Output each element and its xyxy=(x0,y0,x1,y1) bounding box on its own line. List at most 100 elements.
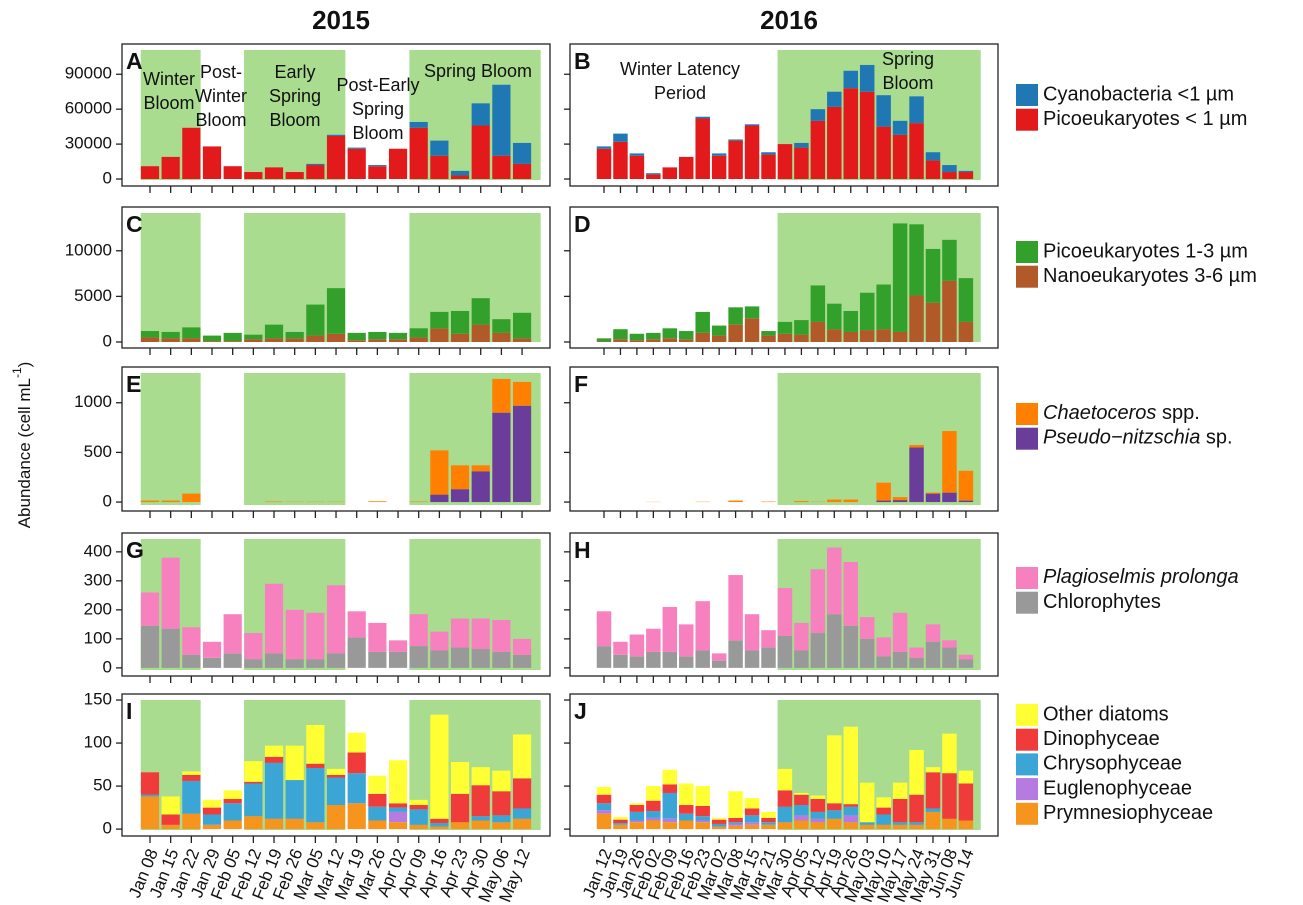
bar-segment xyxy=(629,153,645,156)
annotation: Spring xyxy=(269,86,321,106)
bar-segment xyxy=(909,824,924,830)
legend-label: Nanoeukaryotes 3-6 µm xyxy=(1043,265,1257,287)
bar-segment xyxy=(347,340,366,342)
bar-segment xyxy=(925,152,941,161)
bar-segment xyxy=(244,781,263,784)
legend-label-rest: sp. xyxy=(1200,427,1232,449)
bar-segment xyxy=(958,500,974,503)
bar-segment xyxy=(264,324,284,339)
legend-label: Dinophyceae xyxy=(1043,728,1160,750)
y-tick-label: 30000 xyxy=(65,134,112,153)
bar-segment xyxy=(662,651,678,668)
bar-segment xyxy=(892,782,908,799)
bar-segment xyxy=(843,625,858,668)
bar-segment xyxy=(629,333,645,341)
legend-label: Prymnesiophyceae xyxy=(1043,802,1213,824)
bar-segment xyxy=(161,156,180,180)
panel-letter: G xyxy=(126,537,144,563)
bar-segment xyxy=(326,333,346,342)
legend-label: Euglenophyceae xyxy=(1043,777,1192,799)
y-tick-label: 0 xyxy=(103,331,112,350)
bar-segment xyxy=(285,780,304,819)
bar-segment xyxy=(512,818,532,830)
bar-segment xyxy=(223,341,242,342)
bar-segment xyxy=(244,659,263,668)
bar-segment xyxy=(662,328,678,339)
bar-segment xyxy=(843,562,858,626)
bar-segment xyxy=(613,817,628,820)
bar-segment xyxy=(942,492,957,503)
bar-segment xyxy=(744,815,760,823)
bar-segment xyxy=(859,638,875,668)
bar-segment xyxy=(492,412,511,503)
bar-segment xyxy=(695,118,710,180)
bar-segment xyxy=(646,332,661,340)
panel-frame xyxy=(121,43,551,187)
bar-segment xyxy=(140,772,160,795)
bar-segment xyxy=(596,810,612,814)
bar-segment xyxy=(368,820,387,830)
bar-segment xyxy=(679,156,694,180)
bar-segment xyxy=(264,818,284,830)
bar-segment xyxy=(471,767,490,786)
panel-letter: E xyxy=(126,371,141,397)
bar-segment xyxy=(223,790,242,799)
bar-segment xyxy=(596,786,612,795)
y-tick-label: 1000 xyxy=(74,392,112,411)
bar-segment xyxy=(810,109,826,121)
bar-segment xyxy=(368,651,387,668)
legend-swatch xyxy=(1016,778,1038,801)
bar-segment xyxy=(958,170,974,173)
bar-segment xyxy=(728,791,743,818)
bar-segment xyxy=(711,823,727,827)
bar-segment xyxy=(512,808,532,819)
bar-segment xyxy=(492,319,511,333)
bar-segment xyxy=(629,803,645,806)
y-tick-label: 500 xyxy=(84,442,112,461)
bar-segment xyxy=(843,815,858,823)
bar-segment xyxy=(892,824,908,830)
bar-segment xyxy=(388,811,408,823)
legend-swatch xyxy=(1016,802,1038,825)
bar-segment xyxy=(958,783,974,821)
legend-label: Chlorophytes xyxy=(1043,591,1161,613)
annotation: Spring xyxy=(882,49,934,69)
bar-segment xyxy=(679,331,694,340)
bar-segment xyxy=(450,793,470,823)
bar-segment xyxy=(244,339,263,342)
bar-segment xyxy=(388,332,408,340)
bar-segment xyxy=(264,745,284,757)
bar-segment xyxy=(646,651,661,668)
bar-segment xyxy=(471,465,490,472)
bar-segment xyxy=(409,121,428,128)
bar-segment xyxy=(711,653,727,661)
bar-segment xyxy=(596,148,612,180)
bar-segment xyxy=(958,470,974,501)
bar-segment xyxy=(388,760,408,804)
legend-swatch xyxy=(1016,108,1038,131)
bar-segment xyxy=(264,762,284,819)
bar-segment xyxy=(388,640,408,652)
bar-segment xyxy=(471,324,490,342)
bar-segment xyxy=(662,792,678,819)
bar-segment xyxy=(859,824,875,830)
bar-segment xyxy=(646,173,661,175)
bar-segment xyxy=(794,815,809,821)
annotation: Bloom xyxy=(195,110,246,130)
bar-segment xyxy=(761,630,776,648)
legend-label-italic: Pseudo−nitzschia xyxy=(1043,427,1200,449)
bar-segment xyxy=(368,775,387,794)
panel-letter: D xyxy=(574,211,591,237)
legend-label: Other diatoms xyxy=(1043,703,1169,725)
bar-segment xyxy=(876,807,891,815)
bar-segment xyxy=(711,335,727,342)
bar-segment xyxy=(843,499,858,503)
bar-segment xyxy=(450,761,470,794)
panel-letter: I xyxy=(126,698,132,724)
legend-swatch xyxy=(1016,591,1038,614)
bar-segment xyxy=(794,805,809,816)
bar-segment xyxy=(512,778,532,809)
panel-letter: F xyxy=(574,371,588,397)
bar-segment xyxy=(843,822,858,830)
bar-segment xyxy=(925,248,941,303)
